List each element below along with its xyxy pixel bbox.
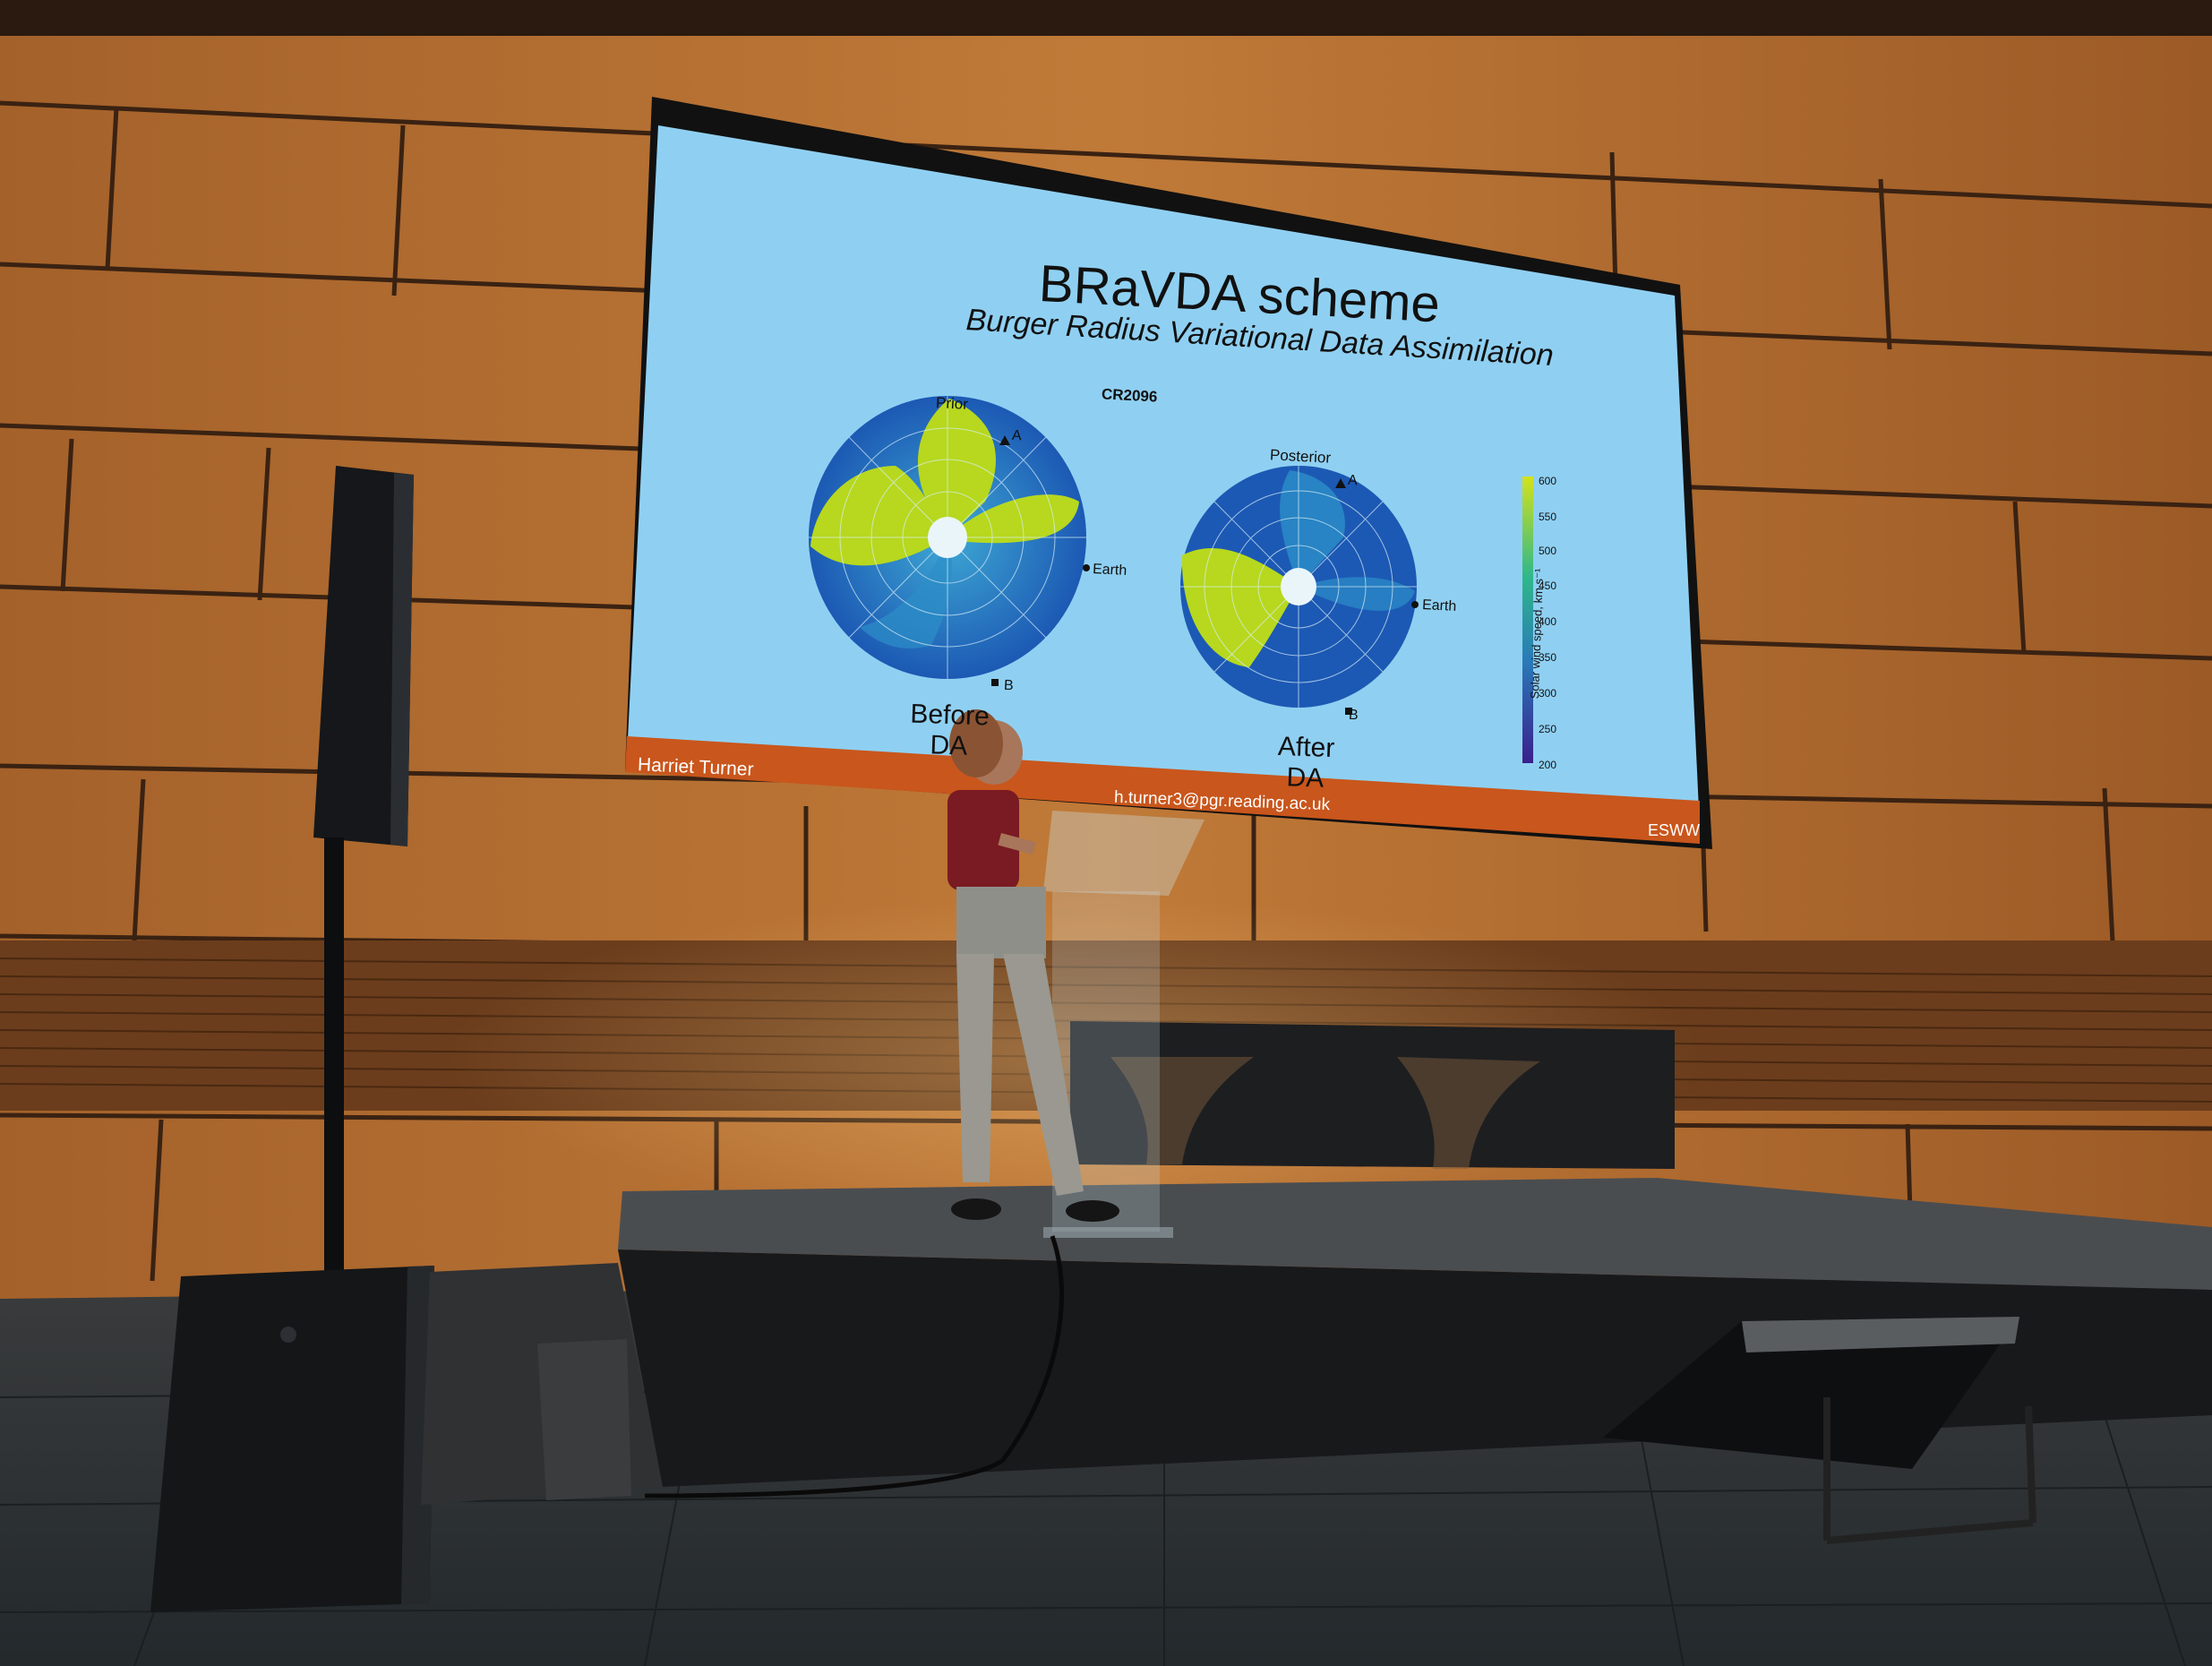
prior-marker-b: B <box>1003 677 1015 694</box>
colorbar <box>1522 477 1533 763</box>
prior-marker-earth: Earth <box>1092 562 1127 579</box>
prior-caption-line2: DA <box>930 730 968 761</box>
floor-cable <box>644 1235 1065 1499</box>
prior-caption: Before DA <box>904 699 995 762</box>
posterior-caption-line2: DA <box>1286 762 1325 794</box>
colorbar-tick-300: 300 <box>1539 687 1557 700</box>
presenter <box>947 709 1119 1222</box>
colorbar-tick-500: 500 <box>1539 545 1557 557</box>
colorbar-tick-550: 550 <box>1539 511 1557 523</box>
ceiling-shadow <box>0 0 2212 36</box>
posterior-polar-plot <box>1180 466 1419 715</box>
slide-footer-bar <box>625 736 1700 844</box>
colorbar-tick-450: 450 <box>1539 580 1557 592</box>
colorbar-tick-200: 200 <box>1539 759 1557 771</box>
event-name: ESWW <box>1648 821 1700 839</box>
prior-marker-a: A <box>1011 427 1023 444</box>
prior-heading: Prior <box>935 394 969 413</box>
panel-tables <box>1070 1021 1675 1169</box>
posterior-marker-a: A <box>1347 472 1359 489</box>
posterior-marker-earth: Earth <box>1421 597 1457 614</box>
stage-monitor <box>1603 1317 2036 1544</box>
posterior-caption-line1: After <box>1277 731 1335 764</box>
carrington-rotation-label: CR2096 <box>1101 385 1158 406</box>
posterior-marker-b: B <box>1348 707 1359 724</box>
colorbar-tick-350: 350 <box>1539 651 1557 664</box>
colorbar-tick-250: 250 <box>1539 723 1557 735</box>
posterior-heading: Posterior <box>1269 446 1332 467</box>
prior-polar-plot <box>809 396 1090 686</box>
prior-caption-line1: Before <box>909 699 990 732</box>
colorbar-tick-400: 400 <box>1539 615 1557 628</box>
column-speaker <box>150 466 434 1612</box>
colorbar-tick-600: 600 <box>1539 475 1557 487</box>
posterior-caption: After DA <box>1260 731 1351 794</box>
